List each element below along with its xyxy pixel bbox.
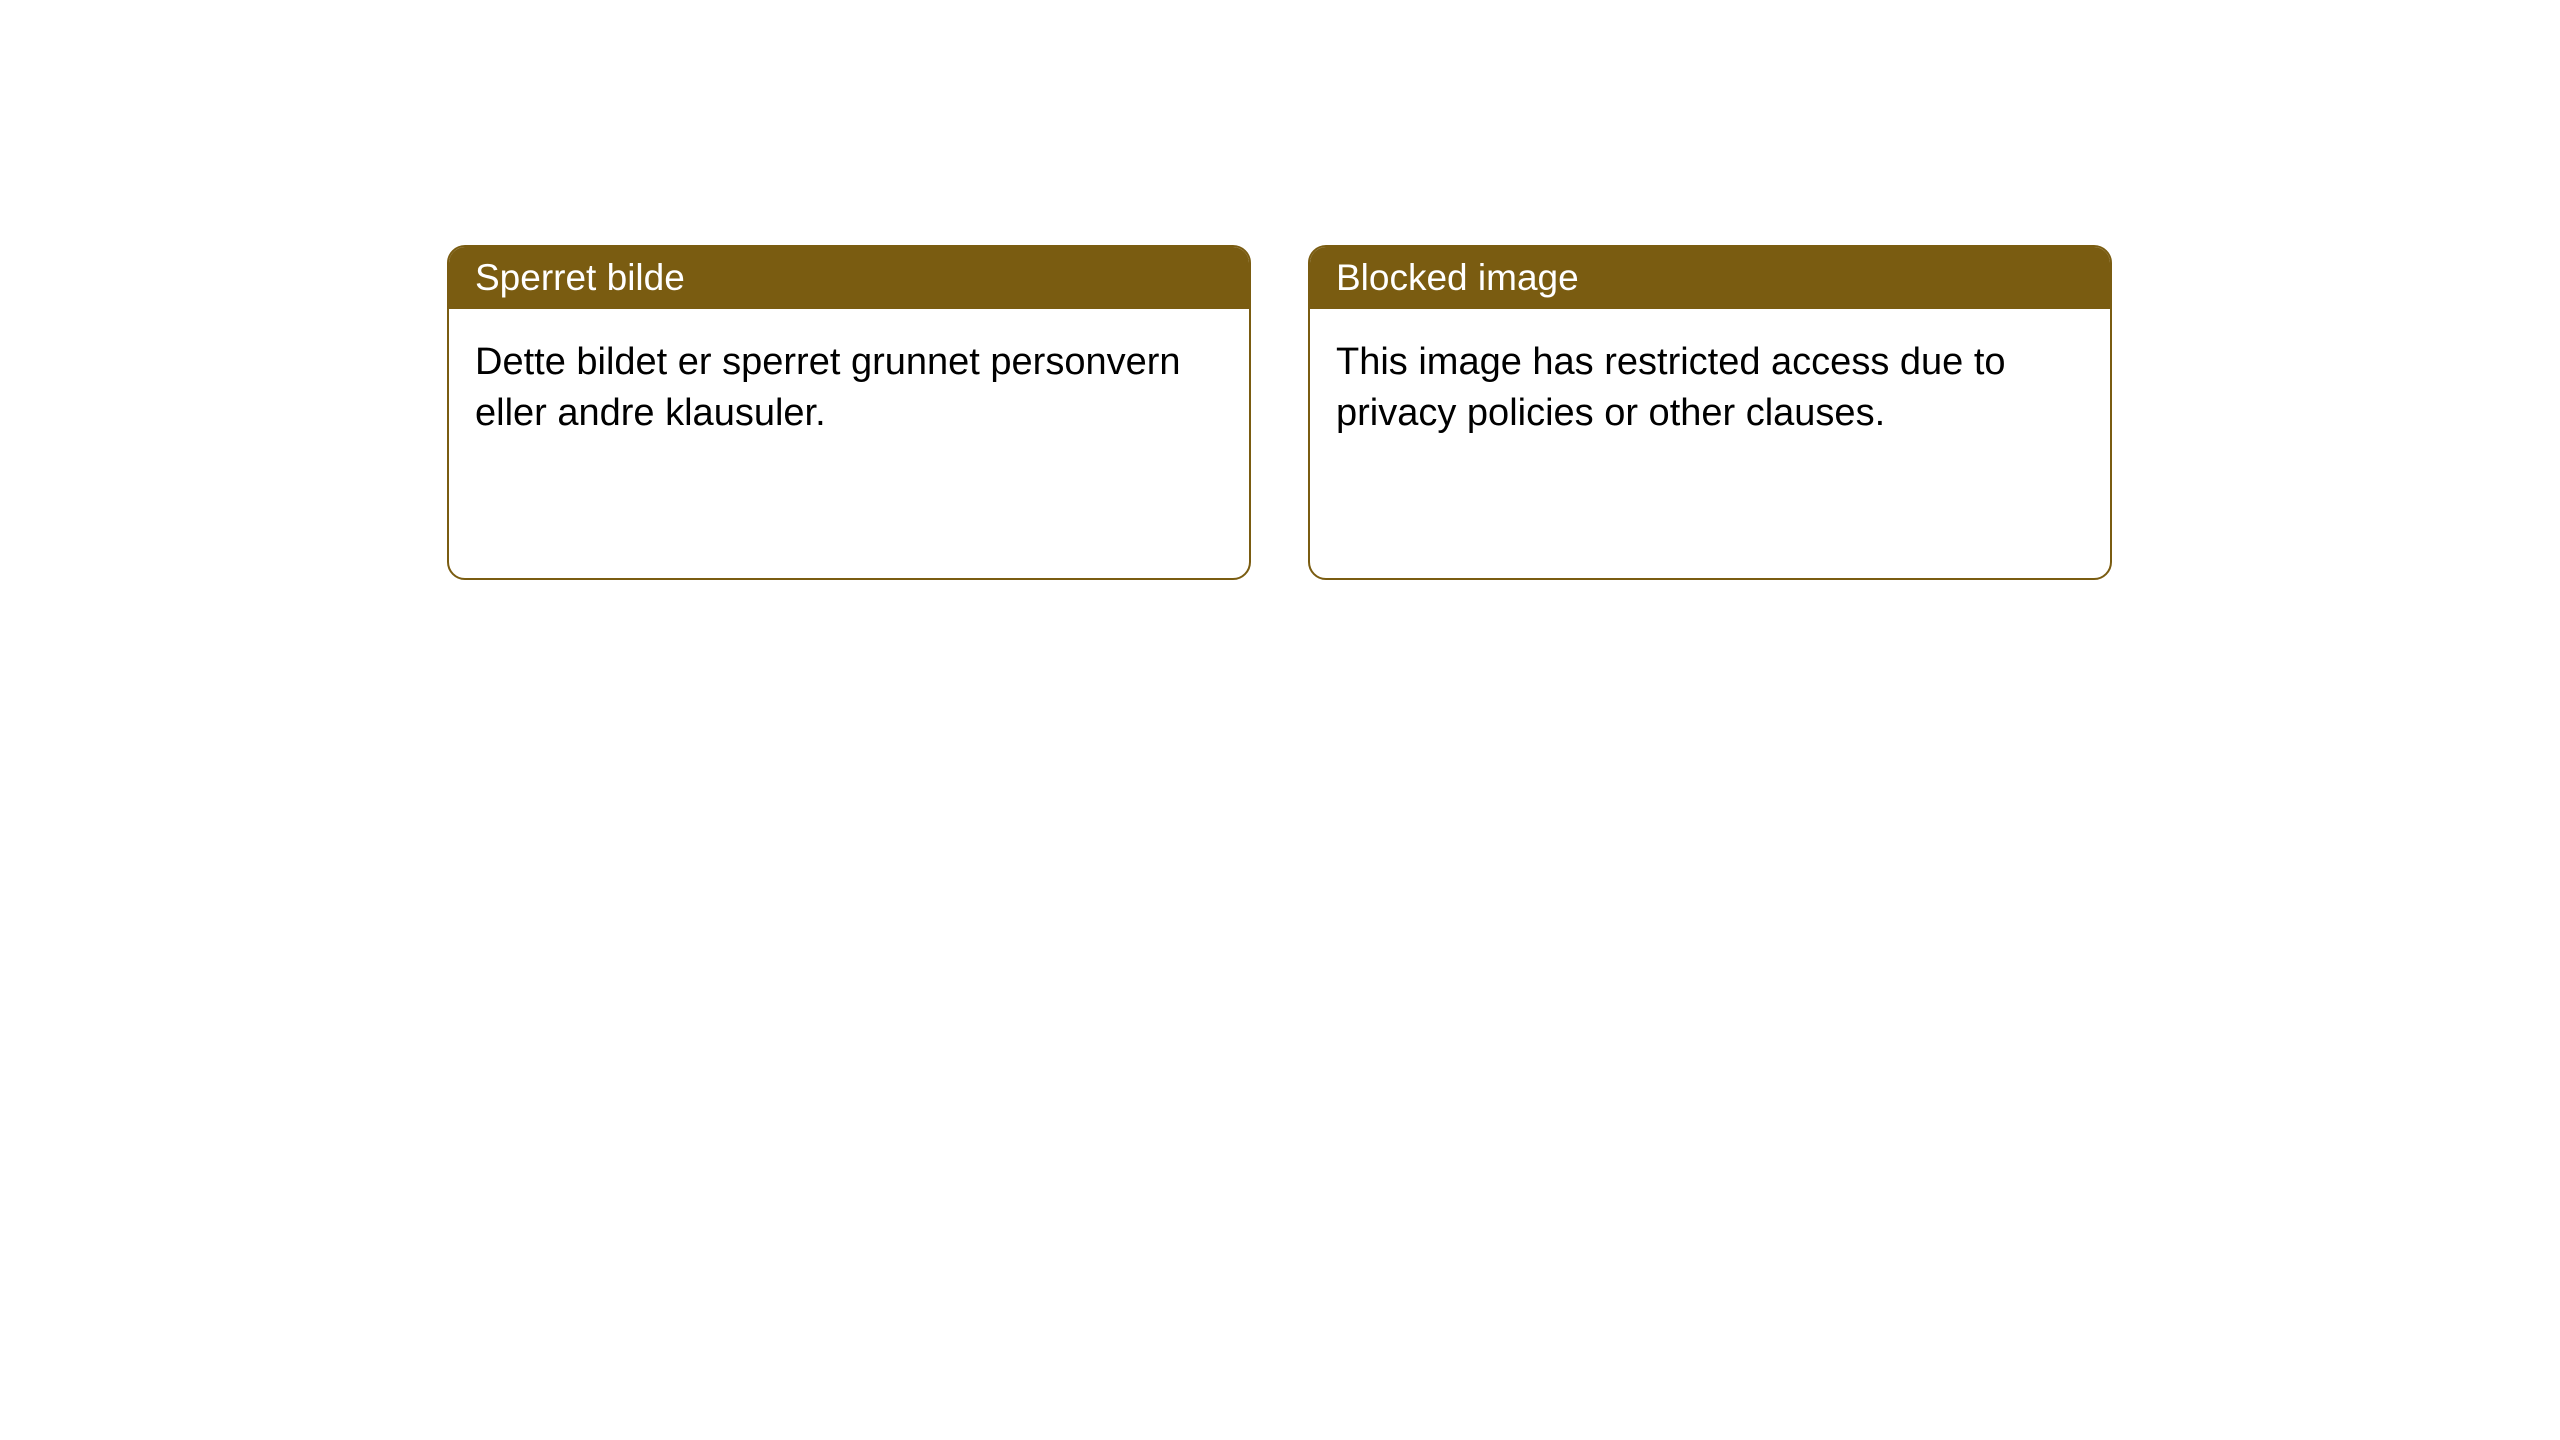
card-body: Dette bildet er sperret grunnet personve… bbox=[449, 309, 1249, 468]
card-title: Sperret bilde bbox=[475, 257, 685, 298]
notice-card-english: Blocked image This image has restricted … bbox=[1308, 245, 2112, 580]
card-body-text: Dette bildet er sperret grunnet personve… bbox=[475, 341, 1181, 434]
card-title: Blocked image bbox=[1336, 257, 1579, 298]
notice-card-norwegian: Sperret bilde Dette bildet er sperret gr… bbox=[447, 245, 1251, 580]
card-header: Blocked image bbox=[1310, 247, 2110, 309]
card-header: Sperret bilde bbox=[449, 247, 1249, 309]
notice-container: Sperret bilde Dette bildet er sperret gr… bbox=[447, 245, 2112, 580]
card-body: This image has restricted access due to … bbox=[1310, 309, 2110, 468]
card-body-text: This image has restricted access due to … bbox=[1336, 341, 2006, 434]
